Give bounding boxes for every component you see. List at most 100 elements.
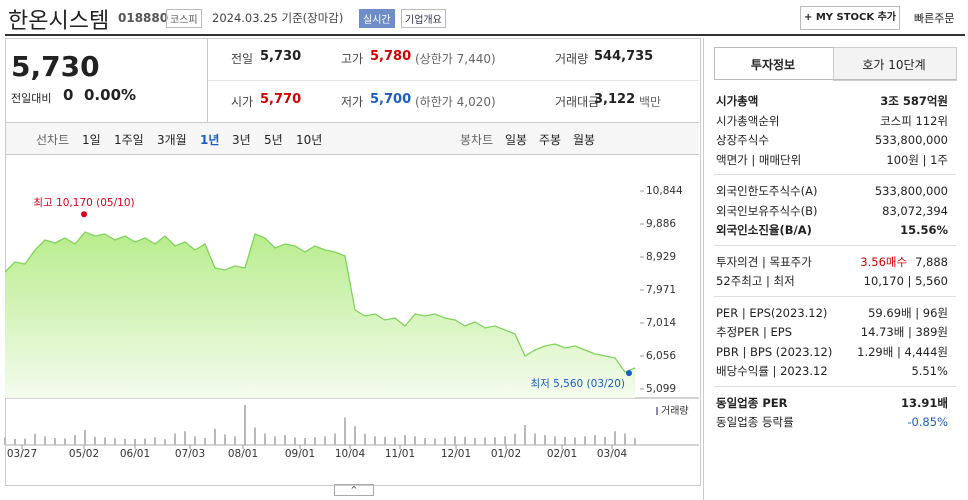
row-label: 외국인소진율(B/A) xyxy=(716,223,812,237)
row-value-main: 14.73배 | 389원 xyxy=(860,325,948,339)
price: 5,730 xyxy=(11,50,100,83)
candle-tab[interactable]: 일봉 xyxy=(505,133,528,147)
volume-bar xyxy=(244,405,246,445)
volume-bar xyxy=(14,439,16,445)
panel-tab-line xyxy=(714,79,956,80)
info-row: 동일업종 PER 13.91배 xyxy=(716,394,948,413)
mystock-button[interactable]: + MY STOCK 추가 xyxy=(800,6,900,30)
row-value: 533,800,000 xyxy=(875,182,948,201)
info-sub: (상한가 7,440) xyxy=(415,52,496,66)
volume-bar xyxy=(24,438,26,445)
candle-tab[interactable]: 월봉 xyxy=(573,133,596,147)
row-value: 10,170 | 5,560 xyxy=(864,272,948,291)
title: 한온시스템 xyxy=(8,9,110,34)
volume-bar xyxy=(54,438,56,445)
volume-bar xyxy=(34,433,36,445)
volume-bar xyxy=(334,433,336,445)
info-value: 3,122 xyxy=(594,92,636,107)
panel-tab-label[interactable]: 투자정보 xyxy=(750,58,796,72)
market: 코스피 xyxy=(166,9,202,28)
period-tab[interactable]: 1주일 xyxy=(114,133,144,147)
row-value-main: 5.51% xyxy=(911,364,948,378)
date: 2024.03.25 기준(장마감) xyxy=(212,11,344,25)
row-value-main: 코스피 112위 xyxy=(880,113,948,128)
info-row: 투자의견 | 목표주가 3.56매수 7,888 xyxy=(716,253,948,272)
header-line xyxy=(5,34,965,36)
info-row: 추정PER | EPS 14.73배 | 389원 xyxy=(716,323,948,342)
chart: 10,844 9,886 8,929 7,971 7,014 6,056 5,099 03/2… xyxy=(4,185,699,460)
row-value: 59.69배 | 96원 xyxy=(868,304,948,323)
period-tab[interactable]: 1일 xyxy=(82,133,101,147)
volume-bar xyxy=(104,437,106,445)
volume-bar xyxy=(534,433,536,445)
rate: 0.00% xyxy=(84,86,137,104)
volume-bar xyxy=(304,438,306,445)
row-value: 1.29배 | 4,444원 xyxy=(857,343,948,362)
volume-bar xyxy=(504,436,506,445)
x-tick-label: 02/01 xyxy=(547,448,577,460)
x-tick-label: 08/01 xyxy=(228,448,258,460)
volume-bar xyxy=(484,437,486,445)
info-label: 거래량 xyxy=(555,52,589,66)
x-tick-label: 03/04 xyxy=(597,448,628,460)
volume-bar xyxy=(434,438,436,445)
period-tab[interactable]: 3년 xyxy=(232,133,251,147)
x-tick-label: 10/04 xyxy=(335,448,366,460)
volume-bar xyxy=(404,435,406,445)
panel-tab[interactable] xyxy=(833,47,957,81)
info-row: 배당수익률 | 2023.12 5.51% xyxy=(716,362,948,381)
info-row: PER | EPS(2023.12) 59.69배 | 96원 xyxy=(716,304,948,323)
period-tab[interactable]: 5년 xyxy=(264,133,283,147)
panel-divider xyxy=(703,38,704,500)
row-label: 시가총액순위 xyxy=(716,113,780,128)
volume-bar xyxy=(234,436,236,445)
volume-bar xyxy=(514,433,516,445)
row-label: PER | EPS(2023.12) xyxy=(716,305,828,320)
row-label: 투자의견 | 목표주가 xyxy=(716,254,812,269)
panel-tab-label[interactable]: 호가 10단계 xyxy=(862,58,926,72)
volume-bar xyxy=(174,433,176,445)
order-button[interactable]: 빠른주문 xyxy=(914,12,955,25)
info-value: 544,735 xyxy=(594,49,654,64)
volume-bar xyxy=(624,433,626,445)
info-row: 상장주식수 533,800,000 xyxy=(716,131,948,150)
row-value: 100원 | 1주 xyxy=(886,151,948,170)
volume-bar xyxy=(204,438,206,445)
info-value: 5,730 xyxy=(260,49,302,64)
info-sub: (하한가 4,020) xyxy=(415,95,496,109)
info-divider xyxy=(208,80,699,81)
volume-bar xyxy=(94,436,96,445)
row-label: 상장주식수 xyxy=(716,133,769,147)
price-line xyxy=(4,231,636,373)
y-tick-label: 6,056 xyxy=(646,350,676,362)
row-value: 15.56% xyxy=(900,221,948,240)
row-label: 52주최고 | 최저 xyxy=(716,274,795,288)
row-label: 배당수익률 | 2023.12 xyxy=(716,364,828,378)
volume-bar xyxy=(454,436,456,445)
x-tick-label: 06/01 xyxy=(120,448,150,460)
row-value: 코스피 112위 xyxy=(880,112,948,131)
volume-bar xyxy=(44,436,46,445)
info-row: 외국인보유주식수(B) 83,072,394 xyxy=(716,202,948,221)
collapse-button[interactable]: ^ xyxy=(334,484,374,496)
volume-bar xyxy=(134,439,136,445)
period-tab[interactable]: 3개월 xyxy=(157,133,187,147)
x-tick-label: 07/03 xyxy=(175,448,205,460)
period-tab[interactable]: 10년 xyxy=(296,133,323,147)
overview[interactable]: 기업개요 xyxy=(401,9,446,28)
info-row: 액면가 | 매매단위 100원 | 1주 xyxy=(716,151,948,170)
volume-bar xyxy=(494,437,496,445)
x-tick-label: 03/27 xyxy=(7,448,37,460)
info-label: 전일 xyxy=(231,52,254,66)
y-tick-label: 8,929 xyxy=(646,251,676,263)
main-frame xyxy=(5,38,701,486)
info-row: 시가총액순위 코스피 112위 xyxy=(716,112,948,131)
row-label: 외국인한도주식수(A) xyxy=(716,184,818,198)
candle-tab[interactable]: 주봉 xyxy=(539,133,562,147)
period-tab[interactable]: 1년 xyxy=(200,133,220,147)
panel-tab-active[interactable] xyxy=(714,47,834,80)
volume-bar xyxy=(584,436,586,445)
tab-bar xyxy=(6,122,699,155)
realtime[interactable]: 실시간 xyxy=(359,9,395,28)
volume-bar xyxy=(154,437,156,445)
